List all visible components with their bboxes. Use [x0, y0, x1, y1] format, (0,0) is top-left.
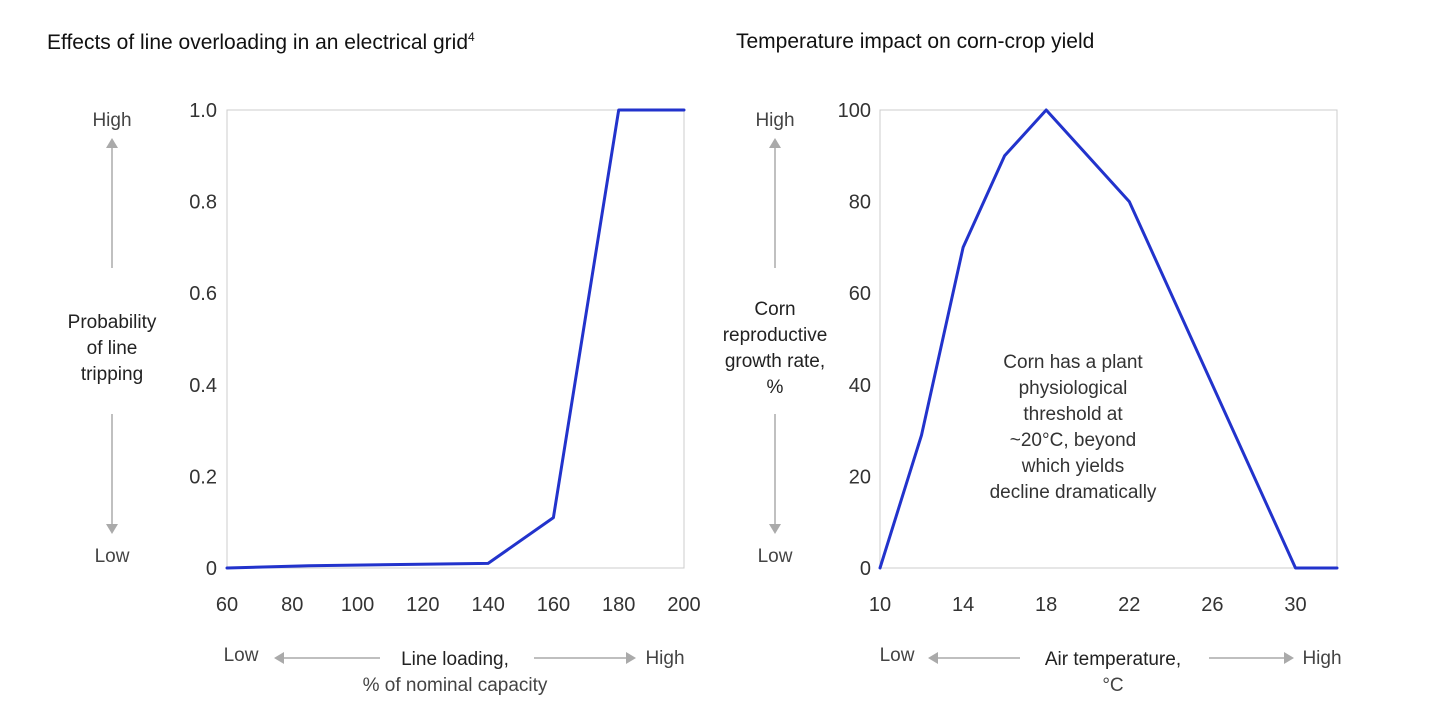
- chart1-ytick-label: 1.0: [189, 100, 217, 122]
- chart1-x-arrow-left-head: [274, 652, 284, 664]
- chart2-ylabel-line: reproductive: [723, 325, 828, 346]
- chart2-xtick-label: 26: [1201, 594, 1223, 616]
- chart2-ylabel-line: Corn: [754, 299, 795, 320]
- chart1-xtick-label: 200: [667, 594, 700, 616]
- chart1-xtick-label: 60: [216, 594, 238, 616]
- chart2-x-arrow-right-head: [1284, 652, 1294, 664]
- chart1-ylabel-line: Probability: [68, 312, 157, 333]
- chart1-title: Effects of line overloading in an electr…: [47, 30, 475, 54]
- chart1-xlabel-line: % of nominal capacity: [363, 675, 548, 696]
- chart1-ytick-label: 0.8: [189, 192, 217, 214]
- chart1-xlabel-line: Line loading,: [401, 649, 509, 670]
- chart1-ytick-label: 0.4: [189, 375, 217, 397]
- chart1-y-low-label: Low: [95, 546, 130, 567]
- chart2-annotation-line: decline dramatically: [990, 482, 1157, 503]
- chart2-xtick-label: 18: [1035, 594, 1057, 616]
- chart2-annotation-line: which yields: [1021, 456, 1124, 477]
- chart1-y-arrow-up-head: [106, 138, 118, 148]
- chart2-y-arrow-up-head: [769, 138, 781, 148]
- chart1-ytick-label: 0.2: [189, 466, 217, 488]
- chart1-ylabel-line: of line: [87, 338, 138, 359]
- chart1-series-line: [225, 108, 686, 570]
- chart2-series-line: [878, 108, 1339, 570]
- chart2-ytick-label: 0: [860, 558, 871, 580]
- chart1-ylabel-line: tripping: [81, 364, 143, 385]
- chart1-xtick-label: 140: [471, 594, 504, 616]
- chart2-y-arrow-down-head: [769, 524, 781, 534]
- chart2-ytick-label: 20: [849, 466, 871, 488]
- chart2-annotation-line: physiological: [1019, 378, 1128, 399]
- chart2-xtick-label: 30: [1284, 594, 1306, 616]
- chart1-x-low-label: Low: [224, 645, 259, 666]
- chart2-ytick-label: 100: [838, 100, 871, 122]
- chart2-annotation-line: ~20°C, beyond: [1010, 430, 1136, 451]
- chart2-xtick-label: 14: [952, 594, 974, 616]
- chart2-ylabel-line: %: [767, 377, 784, 398]
- chart1-ytick-label: 0.6: [189, 283, 217, 305]
- chart2-plot-frame: [879, 109, 1338, 569]
- chart2-y-high-label: High: [755, 110, 794, 131]
- chart2-xtick-label: 22: [1118, 594, 1140, 616]
- chart2-x-arrow-left-head: [928, 652, 938, 664]
- chart1-x-arrow-right-head: [626, 652, 636, 664]
- chart1-ytick-label: 0: [206, 558, 217, 580]
- chart1-xtick-label: 100: [341, 594, 374, 616]
- chart1-xtick-label: 180: [602, 594, 635, 616]
- chart2-y-low-label: Low: [758, 546, 793, 567]
- chart1-xtick-label: 80: [281, 594, 303, 616]
- chart1-y-high-label: High: [92, 110, 131, 131]
- chart2-ylabel-line: growth rate,: [725, 351, 825, 372]
- chart2-x-high-label: High: [1302, 648, 1341, 669]
- chart1-xtick-label: 120: [406, 594, 439, 616]
- chart1-xtick-label: 160: [537, 594, 570, 616]
- chart2-x-low-label: Low: [880, 645, 915, 666]
- chart2-xlabel-line: Air temperature,: [1045, 649, 1181, 670]
- chart2-annotation-line: threshold at: [1023, 404, 1123, 425]
- chart2-ytick-label: 80: [849, 192, 871, 214]
- chart2-xtick-label: 10: [869, 594, 891, 616]
- chart2-title: Temperature impact on corn-crop yield: [736, 30, 1095, 53]
- chart2-xlabel-line: °C: [1102, 675, 1123, 696]
- chart2-ytick-label: 40: [849, 375, 871, 397]
- chart1-y-arrow-down-head: [106, 524, 118, 534]
- chart1-x-high-label: High: [645, 648, 684, 669]
- chart1-plot-frame: [226, 109, 685, 569]
- chart2-annotation-line: Corn has a plant: [1003, 352, 1143, 373]
- chart2-ytick-label: 60: [849, 283, 871, 305]
